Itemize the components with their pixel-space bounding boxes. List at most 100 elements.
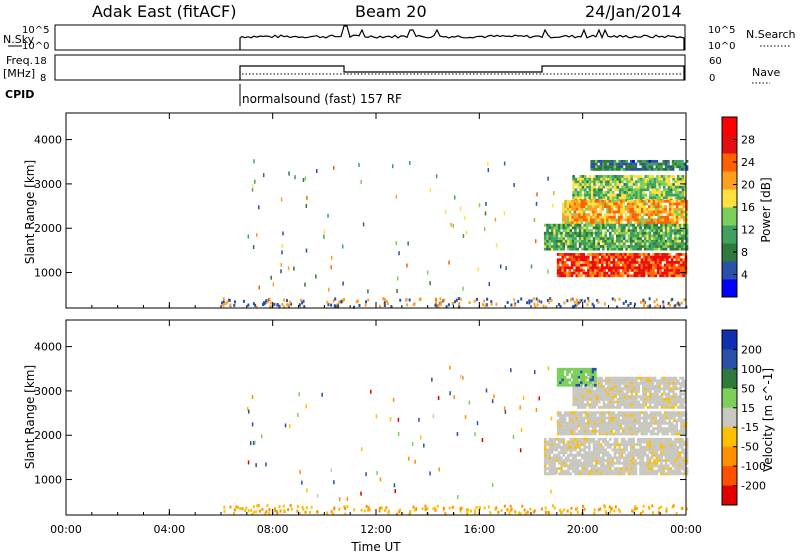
velocity-cell xyxy=(585,440,589,444)
power-cell xyxy=(615,237,619,240)
velocity-cell xyxy=(595,440,598,444)
power-cell xyxy=(253,159,255,164)
velocity-cell xyxy=(251,512,254,516)
power-cell xyxy=(233,300,236,304)
velocity-cell xyxy=(562,453,566,457)
velocity-cell xyxy=(467,508,470,512)
power-cell xyxy=(564,226,568,230)
power-cell xyxy=(595,180,599,184)
velocity-cell xyxy=(330,510,333,514)
power-cell xyxy=(674,223,677,227)
velocity-cell xyxy=(621,416,625,420)
power-cell xyxy=(265,299,268,303)
power-cell xyxy=(574,223,577,227)
velocity-cell xyxy=(675,432,679,436)
power-cell xyxy=(682,269,685,272)
power-cell xyxy=(675,215,679,219)
power-cell xyxy=(550,223,554,227)
velocity-cell xyxy=(619,421,623,425)
velocity-cell xyxy=(655,461,659,465)
power-cell xyxy=(617,266,620,270)
power-cell xyxy=(664,199,667,203)
power-cell xyxy=(677,301,680,305)
power-cell xyxy=(571,245,575,248)
power-cell xyxy=(635,185,638,189)
power-cell xyxy=(561,266,565,270)
power-cell xyxy=(627,162,631,166)
velocity-cell xyxy=(659,427,662,431)
velocity-cell xyxy=(570,375,574,379)
velocity-cell xyxy=(630,387,634,391)
velocity-cell xyxy=(556,419,560,423)
power-cell xyxy=(594,205,598,208)
power-cell xyxy=(597,175,601,178)
velocity-cell xyxy=(561,367,565,371)
velocity-cell xyxy=(653,387,657,391)
velocity-cell xyxy=(671,440,675,444)
power-cell xyxy=(601,207,605,211)
power-cell xyxy=(562,213,565,216)
power-cell xyxy=(616,196,620,200)
power-cell xyxy=(654,261,658,264)
velocity-colorbar-swatch xyxy=(722,407,737,428)
velocity-cell xyxy=(617,419,620,423)
power-cell xyxy=(624,271,627,275)
velocity-cell xyxy=(607,382,610,385)
velocity-cell xyxy=(593,398,596,401)
velocity-cell xyxy=(576,445,580,449)
power-cell xyxy=(634,218,637,222)
power-cell xyxy=(536,303,539,307)
power-cell xyxy=(586,196,589,200)
power-cell xyxy=(485,201,487,206)
velocity-cell xyxy=(397,431,400,436)
power-cell xyxy=(680,205,684,208)
velocity-cell xyxy=(556,383,560,387)
power-cell xyxy=(606,242,610,246)
power-cell xyxy=(434,301,437,305)
power-cell xyxy=(641,223,645,227)
power-cell xyxy=(636,213,639,216)
power-cell xyxy=(576,239,580,243)
velocity-cell xyxy=(672,384,675,388)
velocity-cell xyxy=(657,464,661,468)
power-cell xyxy=(618,183,622,186)
velocity-cell xyxy=(646,459,649,462)
velocity-cell xyxy=(669,400,673,404)
power-cell xyxy=(683,193,687,197)
power-cell xyxy=(631,210,635,214)
power-cell xyxy=(658,191,661,194)
velocity-cell xyxy=(597,456,600,460)
velocity-cell xyxy=(676,459,680,462)
velocity-cell xyxy=(638,411,641,415)
power-cell xyxy=(639,196,643,200)
power-cell xyxy=(595,191,599,194)
velocity-cell xyxy=(596,429,599,433)
power-cell xyxy=(629,167,633,171)
velocity-cell xyxy=(588,453,591,457)
power-cell xyxy=(634,231,638,235)
power-cell xyxy=(666,271,669,275)
velocity-cell xyxy=(576,392,580,396)
power-cell xyxy=(559,261,562,264)
velocity-cell xyxy=(365,472,367,477)
xtick-label: 00:00 xyxy=(670,523,702,536)
power-cell xyxy=(683,298,686,302)
power-cell xyxy=(610,266,613,270)
power-cell xyxy=(662,231,666,235)
velocity-cell xyxy=(672,390,675,393)
velocity-cell xyxy=(595,403,599,407)
power-cell xyxy=(597,247,600,251)
velocity-cell xyxy=(641,459,645,462)
power-cell xyxy=(550,234,554,238)
power-cell xyxy=(662,303,665,307)
power-cell xyxy=(575,263,579,267)
velocity-cell xyxy=(612,411,616,415)
velocity-cell xyxy=(564,472,568,476)
velocity-cell xyxy=(609,387,613,391)
power-cell xyxy=(618,162,621,166)
velocity-cell xyxy=(679,390,682,393)
power-cell xyxy=(574,239,577,243)
velocity-cell xyxy=(653,379,657,383)
velocity-cell xyxy=(630,403,634,407)
velocity-cell xyxy=(575,416,579,420)
